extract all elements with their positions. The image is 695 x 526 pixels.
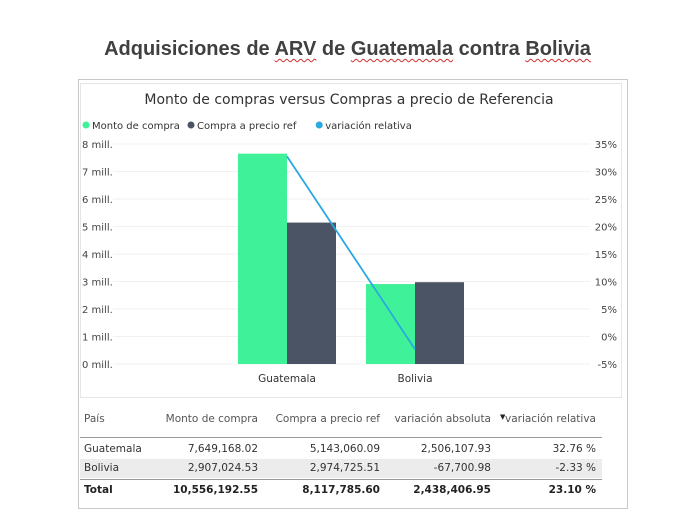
line-series [286, 155, 416, 350]
chart-bars [238, 153, 464, 364]
y-tick-label-left: 3 mill. [82, 278, 113, 289]
legend-label: Compra a precio ref [197, 121, 297, 132]
table-row: Bolivia 2,907,024.53 2,974,725.51 -67,70… [80, 459, 602, 478]
cell-monto: 2,907,024.53 [187, 462, 258, 474]
chart-line-layer [286, 155, 416, 350]
chart-legend: Monto de compra Compra a precio ref variac… [82, 120, 412, 132]
header-var-rel[interactable]: variación relativa [504, 413, 596, 425]
legend-marker [315, 121, 323, 129]
y-tick-label-left: 4 mill. [82, 250, 113, 261]
x-tick-label: Bolivia [397, 373, 432, 385]
cell-monto: 7,649,168.02 [187, 443, 258, 455]
y-tick-label-left: 5 mill. [82, 223, 113, 234]
bar-0-1 [287, 222, 336, 364]
y-tick-label-right: 5% [601, 305, 617, 316]
y-tick-label-right: -5% [598, 360, 617, 371]
y-tick-label-right: 15% [595, 250, 617, 261]
y-tick-label-right: 30% [595, 168, 617, 179]
legend-marker [82, 121, 90, 129]
header-divider [80, 437, 602, 438]
legend-label: Monto de compra [92, 121, 180, 132]
header-compra-ref[interactable]: Compra a precio ref [275, 413, 380, 425]
bar-1-0 [366, 284, 415, 364]
table-row: Guatemala 7,649,168.02 5,143,060.09 2,50… [80, 440, 602, 459]
cell-var-rel: 32.76 % [552, 443, 596, 455]
y-tick-label-left: 7 mill. [82, 168, 113, 179]
y-tick-label-left: 2 mill. [82, 305, 113, 316]
total-var-abs: 2,438,406.95 [413, 484, 491, 496]
x-axis: Guatemala Bolivia [258, 373, 432, 385]
title-part-6: Bolivia [525, 38, 591, 60]
table-header-row: País Monto de compra Compra a precio ref… [80, 410, 602, 429]
legend-label: variación relativa [325, 120, 412, 132]
y-tick-label-left: 6 mill. [82, 195, 113, 206]
title-part-2: ARV [274, 38, 317, 60]
bar-1-1 [415, 282, 464, 364]
total-monto: 10,556,192.55 [172, 484, 258, 496]
total-label: Total [84, 484, 113, 496]
chart-frame [80, 83, 622, 398]
title-part-1: Adquisiciones de [104, 38, 275, 60]
header-var-abs[interactable]: variación absoluta [394, 413, 491, 425]
slide-title: Adquisiciones de ARV de Guatemala contra… [0, 38, 695, 61]
header-pais[interactable]: País [84, 413, 105, 425]
y-tick-label-left: 0 mill. [82, 360, 113, 371]
combo-chart[interactable]: Monto de compras versus Compras a precio… [0, 0, 695, 400]
cell-compra-ref: 5,143,060.09 [309, 443, 380, 455]
legend-marker [187, 121, 195, 129]
y-tick-label-right: 35% [595, 140, 617, 151]
total-divider [80, 479, 602, 480]
sort-desc-icon: ▼ [500, 413, 506, 421]
y-tick-label-left: 1 mill. [82, 333, 113, 344]
y-axis-right: -5% 0% 5% 10% 15% 20% 25% 30% 35% [595, 140, 617, 371]
title-part-5: contra [453, 38, 526, 60]
title-part-4: Guatemala [350, 38, 454, 60]
cell-var-abs: -67,700.98 [433, 462, 491, 474]
cell-country: Guatemala [84, 443, 142, 455]
x-tick-label: Guatemala [258, 373, 316, 385]
table-total-row: Total 10,556,192.55 8,117,785.60 2,438,4… [80, 481, 602, 500]
y-tick-label-right: 25% [595, 195, 617, 206]
chart-title: Monto de compras versus Compras a precio… [144, 92, 553, 108]
header-monto[interactable]: Monto de compra [165, 413, 258, 425]
cell-var-rel: -2.33 % [555, 462, 596, 474]
cell-compra-ref: 2,974,725.51 [309, 462, 380, 474]
cell-var-abs: 2,506,107.93 [420, 443, 491, 455]
total-var-rel: 23.10 % [548, 484, 596, 496]
bar-0-0 [238, 153, 287, 364]
cell-country: Bolivia [84, 462, 120, 474]
y-tick-label-right: 10% [595, 278, 617, 289]
total-compra-ref: 8,117,785.60 [302, 484, 380, 496]
title-part-3: de [316, 38, 351, 60]
y-tick-label-right: 20% [595, 223, 617, 234]
y-tick-label-right: 0% [601, 333, 617, 344]
y-axis-left: 0 mill. 1 mill. 2 mill. 3 mill. 4 mill. 5 mil… [82, 140, 113, 371]
y-tick-label-left: 8 mill. [82, 140, 113, 151]
